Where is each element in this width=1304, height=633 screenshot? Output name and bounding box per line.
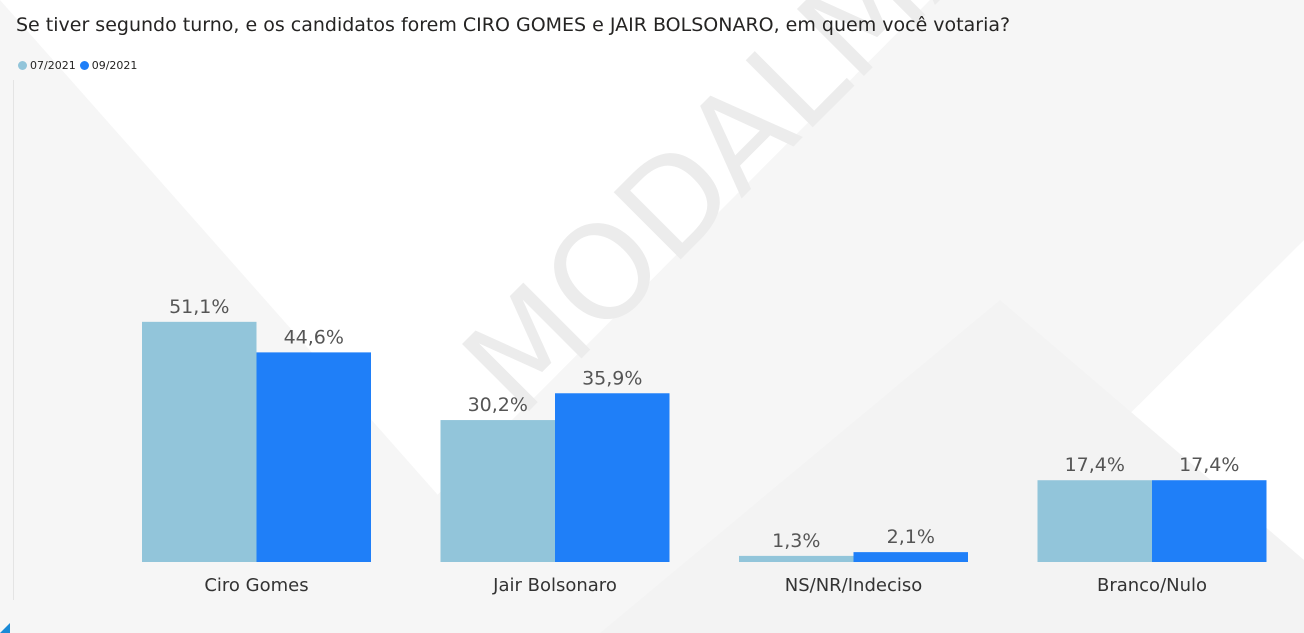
category-label-3: NS/NR/Indeciso [785, 575, 923, 596]
data-label-1-2: 30,2% [468, 394, 528, 416]
bar-1-1[interactable] [142, 321, 257, 562]
data-label-1-3: 1,3% [772, 530, 820, 552]
legend: 07/2021 09/2021 [18, 59, 141, 72]
legend-label: 07/2021 [30, 59, 76, 72]
legend-dot-icon [79, 61, 89, 70]
data-label-2-2: 35,9% [582, 367, 642, 389]
legend-item-series-2[interactable]: 09/2021 [79, 59, 138, 72]
bar-1-2[interactable] [440, 420, 556, 562]
corner-mark-icon [0, 623, 10, 633]
bar-1-3[interactable] [739, 555, 854, 562]
chart-title: Se tiver segundo turno, e os candidatos … [16, 14, 1011, 36]
data-label-1-1: 51,1% [169, 296, 229, 318]
bar-2-1[interactable] [256, 352, 372, 562]
legend-label: 09/2021 [91, 59, 138, 72]
category-label-2: Jair Bolsonaro [492, 575, 617, 596]
bar-2-3[interactable] [853, 552, 969, 562]
category-label-4: Branco/Nulo [1097, 575, 1207, 596]
data-label-2-3: 2,1% [887, 526, 935, 548]
data-label-1-4: 17,4% [1065, 454, 1125, 476]
bar-2-2[interactable] [555, 393, 670, 562]
bar-1-4[interactable] [1037, 480, 1153, 562]
data-label-2-1: 44,6% [284, 326, 344, 348]
bar-2-4[interactable] [1152, 480, 1267, 562]
legend-item-series-1[interactable]: 07/2021 [18, 59, 76, 72]
category-label-1: Ciro Gomes [204, 575, 308, 596]
legend-dot-icon [18, 61, 27, 70]
axis-line [13, 80, 14, 600]
data-label-2-4: 17,4% [1179, 454, 1239, 476]
